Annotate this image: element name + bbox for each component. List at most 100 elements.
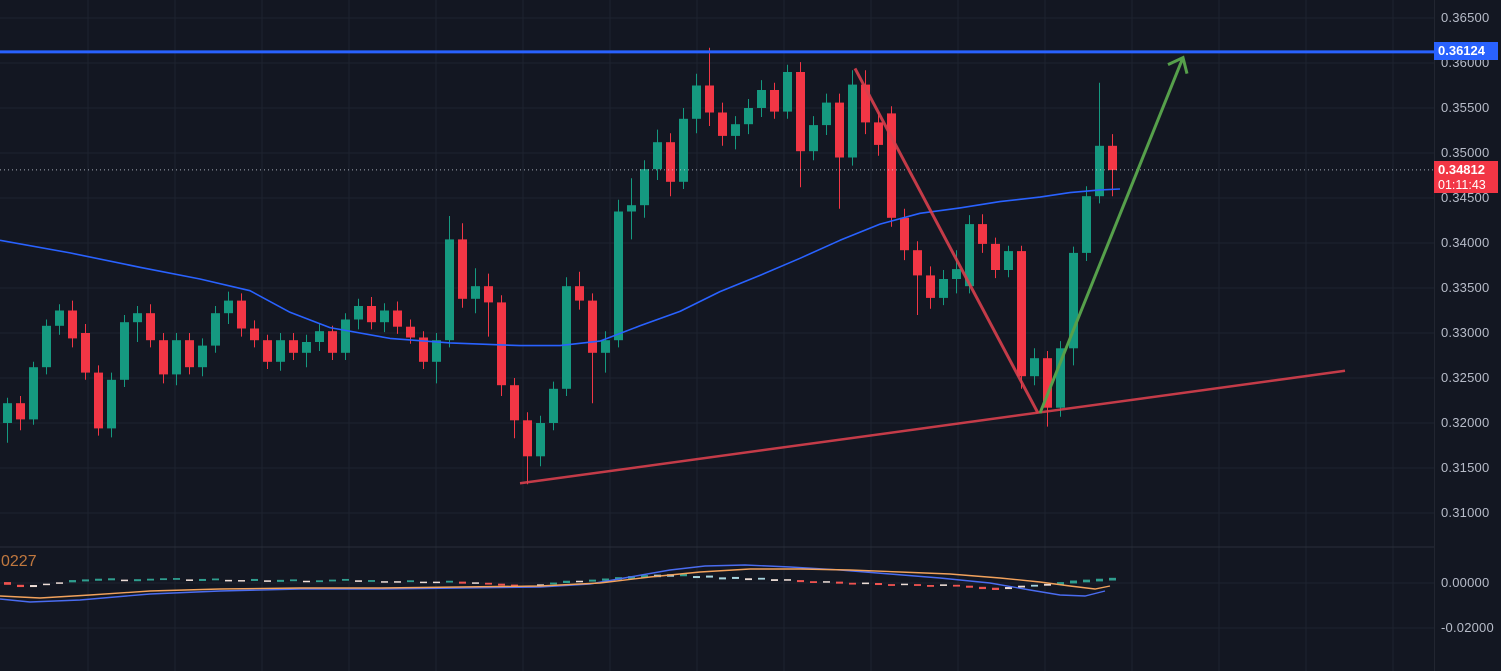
price-axis-label: 0.32500 bbox=[1441, 370, 1490, 385]
candle-up bbox=[965, 224, 974, 287]
indicator-bar bbox=[719, 577, 726, 580]
candle-down bbox=[497, 302, 506, 386]
candle-down bbox=[419, 337, 428, 362]
price-axis-label: 0.31000 bbox=[1441, 505, 1490, 520]
price-axis-label: 0.31500 bbox=[1441, 460, 1490, 475]
price-axis-label: 0.34500 bbox=[1441, 190, 1490, 205]
price-axis-label: 0.33500 bbox=[1441, 280, 1490, 295]
projection-arrow-shaft[interactable] bbox=[1038, 57, 1185, 414]
candle-up bbox=[380, 310, 389, 323]
indicator-bar bbox=[706, 575, 713, 578]
indicator-bar bbox=[108, 578, 115, 581]
indicator-bar bbox=[836, 581, 843, 584]
candle-down bbox=[588, 300, 597, 353]
indicator-bar bbox=[316, 580, 323, 583]
candle-up bbox=[445, 239, 454, 341]
candle-down bbox=[913, 250, 922, 276]
candle-down bbox=[523, 420, 532, 457]
candle-up bbox=[1069, 252, 1078, 349]
indicator-bar bbox=[95, 578, 102, 581]
indicator-bar bbox=[589, 579, 596, 582]
candle-up bbox=[822, 102, 831, 126]
indicator-bar bbox=[329, 579, 336, 582]
indicator-bar bbox=[797, 580, 804, 583]
candle-up bbox=[1030, 358, 1039, 377]
candle-down bbox=[861, 84, 870, 123]
candle-down bbox=[666, 142, 675, 182]
indicator-bar bbox=[810, 581, 817, 583]
main-chart-canvas[interactable] bbox=[0, 0, 1434, 671]
price-axis-label: 0.35500 bbox=[1441, 100, 1490, 115]
indicator-bar bbox=[511, 584, 518, 587]
indicator-bar bbox=[290, 579, 297, 582]
indicator-bar bbox=[173, 578, 180, 580]
candle-up bbox=[42, 325, 51, 368]
indicator-bar bbox=[953, 584, 960, 587]
indicator-bar bbox=[134, 579, 141, 582]
indicator-bar bbox=[563, 580, 570, 583]
indicator-bar bbox=[1109, 577, 1116, 581]
indicator-bar bbox=[849, 582, 856, 585]
candle-up bbox=[653, 142, 662, 170]
indicator-bar bbox=[381, 581, 388, 583]
indicator-bar bbox=[82, 579, 89, 582]
price-axis-label: 0.36500 bbox=[1441, 10, 1490, 25]
candle-down bbox=[835, 102, 844, 158]
ascending-trendline[interactable] bbox=[519, 369, 1346, 485]
candle-up bbox=[1082, 196, 1091, 253]
candle-down bbox=[796, 72, 805, 152]
candle-up bbox=[1004, 251, 1013, 270]
indicator-bar bbox=[251, 578, 258, 581]
indicator-bar bbox=[459, 581, 466, 584]
candle-up bbox=[939, 279, 948, 298]
indicator-bar bbox=[212, 578, 219, 581]
indicator-bar bbox=[472, 582, 479, 584]
candle-up bbox=[679, 118, 688, 182]
candle-up bbox=[848, 84, 857, 158]
indicator-bar bbox=[147, 578, 154, 581]
descending-trendline[interactable] bbox=[853, 67, 1040, 414]
indicator-bar bbox=[1044, 583, 1051, 586]
indicator-bar bbox=[43, 583, 50, 586]
last-price-value: 0.34812 bbox=[1438, 161, 1485, 177]
indicator-bar bbox=[927, 585, 934, 587]
indicator-bar bbox=[407, 580, 414, 583]
indicator-bar bbox=[368, 580, 375, 582]
indicator-bar bbox=[680, 573, 687, 577]
candle-up bbox=[224, 300, 233, 314]
indicator-bar bbox=[888, 584, 895, 586]
indicator-bar bbox=[862, 582, 869, 585]
indicator-bar bbox=[225, 579, 232, 582]
indicator-axis-label: -0.02000 bbox=[1441, 620, 1494, 635]
candle-down bbox=[406, 326, 415, 338]
candle-up bbox=[3, 403, 12, 423]
indicator-bar bbox=[186, 579, 193, 581]
indicator-orange-line bbox=[0, 568, 1111, 599]
candle-down bbox=[250, 328, 259, 341]
indicator-bar bbox=[394, 581, 401, 583]
indicator-bar bbox=[199, 578, 206, 581]
candle-down bbox=[146, 313, 155, 341]
candle-up bbox=[29, 367, 38, 420]
alert-price-label[interactable]: 0.36124 bbox=[1434, 41, 1498, 60]
candle-up bbox=[614, 211, 623, 341]
candle-up bbox=[341, 319, 350, 353]
indicator-bar bbox=[238, 580, 245, 582]
moving-average-line bbox=[0, 188, 1121, 347]
candle-up bbox=[107, 379, 116, 429]
indicator-bar bbox=[1083, 579, 1090, 583]
indicator-bar bbox=[17, 584, 24, 588]
candle-down bbox=[159, 340, 168, 375]
indicator-bar bbox=[914, 584, 921, 586]
price-axis[interactable]: 0.36500 0.36000 0.35500 0.35000 0.34500 0.340… bbox=[1434, 0, 1501, 671]
indicator-bar bbox=[966, 585, 973, 588]
candle-up bbox=[55, 310, 64, 326]
candle-down bbox=[289, 340, 298, 353]
candle-down bbox=[978, 224, 987, 244]
candle-down bbox=[393, 310, 402, 327]
indicator-bar bbox=[1031, 584, 1038, 587]
indicator-bar bbox=[823, 581, 830, 583]
candle-up bbox=[302, 342, 311, 353]
candle-up bbox=[276, 340, 285, 362]
indicator-bar bbox=[303, 580, 310, 583]
